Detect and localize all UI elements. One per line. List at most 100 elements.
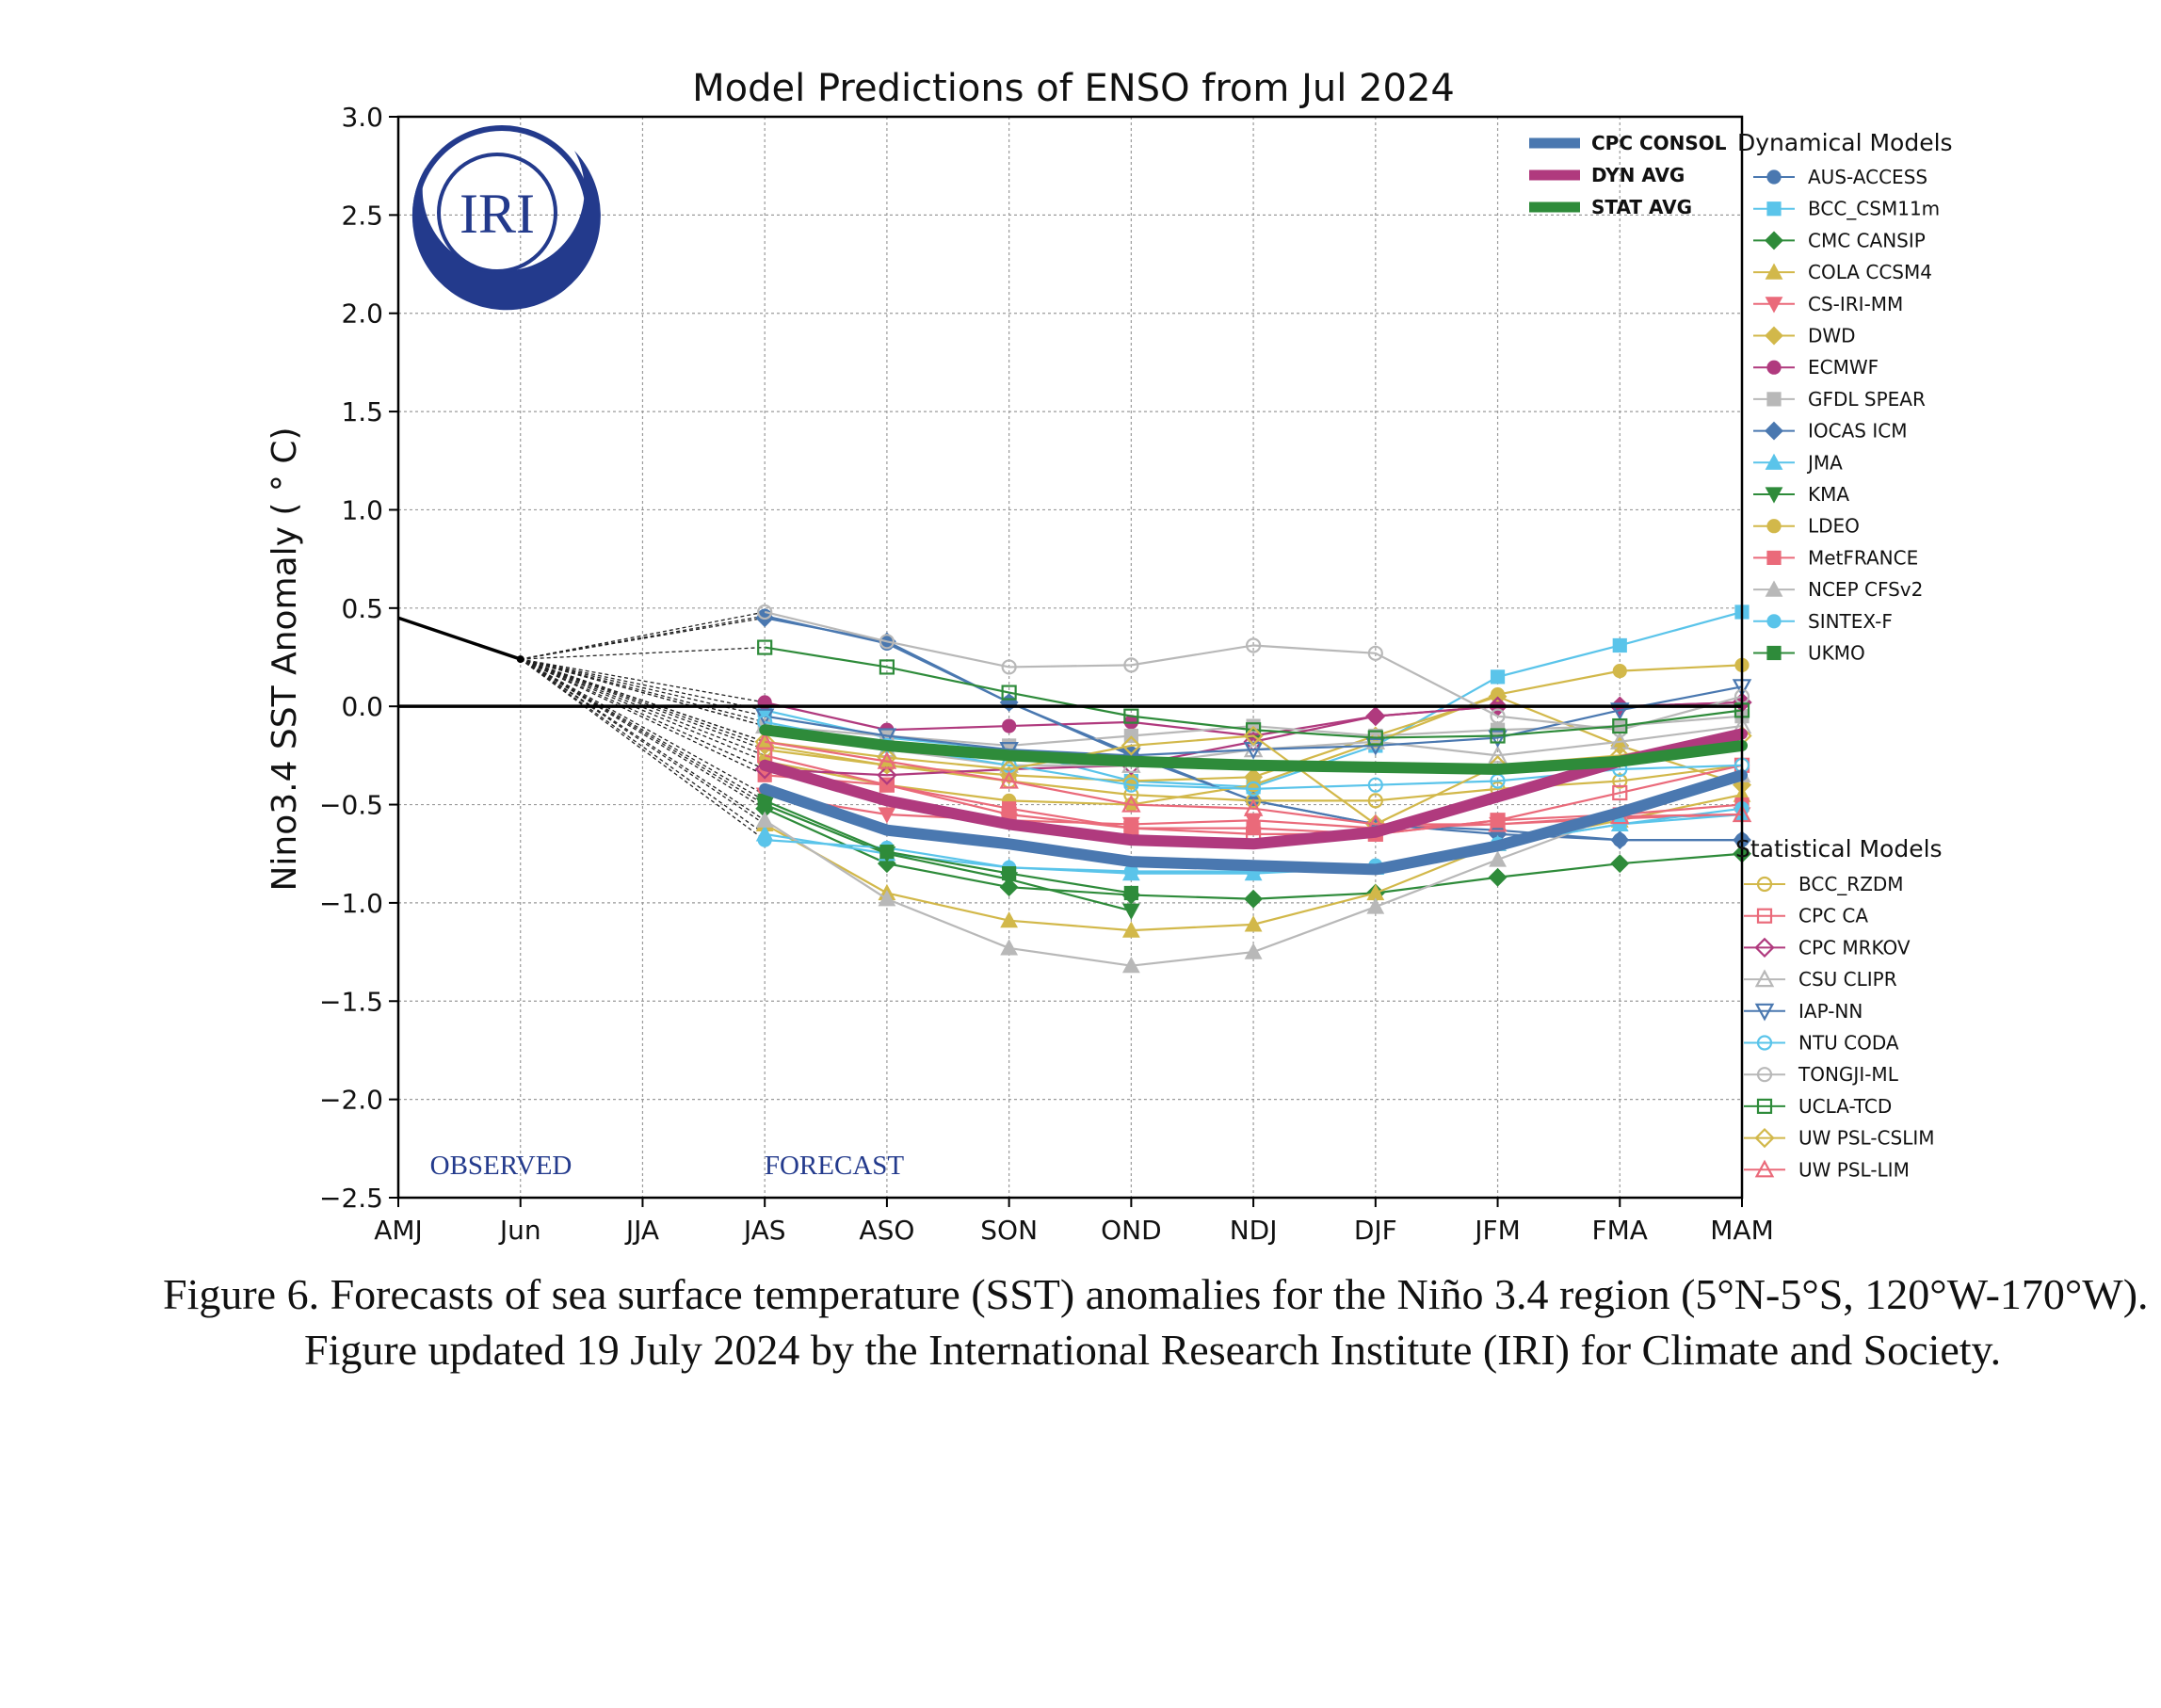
x-tick-label: JAS — [742, 1215, 786, 1246]
series-marker — [877, 750, 897, 769]
series-marker — [755, 811, 774, 828]
series-marker — [878, 807, 896, 824]
series-marker — [878, 890, 896, 907]
legend-marker — [1754, 1003, 1775, 1022]
series-marker — [998, 759, 1020, 780]
series-marker — [1490, 728, 1506, 744]
legend-marker — [1766, 614, 1782, 629]
y-tick-label: −0.5 — [319, 790, 383, 821]
series-marker — [1365, 737, 1386, 756]
series-marker — [1367, 793, 1383, 809]
series-marker — [1001, 685, 1017, 701]
x-tick-label: ASO — [859, 1215, 914, 1246]
series-marker — [1612, 717, 1628, 734]
legend-marker — [1756, 1035, 1773, 1051]
y-tick-label: −1.5 — [319, 986, 383, 1017]
legend-marker — [1754, 937, 1775, 959]
legend-label: CPC CA — [1798, 905, 1868, 927]
x-tick-label: FMA — [1592, 1215, 1648, 1246]
observed-connector — [520, 658, 766, 756]
legend-marker — [1756, 908, 1773, 924]
series-marker — [1123, 885, 1138, 901]
model-series — [520, 604, 1752, 974]
y-tick-label: 1.0 — [341, 494, 383, 525]
legend-title: Statistical Models — [1735, 835, 1943, 862]
legend-marker — [1766, 360, 1782, 375]
legend-marker — [1765, 326, 1783, 346]
legend-label: MetFRANCE — [1808, 546, 1918, 569]
legend-label: BCC_RZDM — [1798, 873, 1904, 895]
series-marker — [1489, 850, 1507, 867]
series-marker — [1365, 705, 1386, 727]
x-tick-label: DJF — [1354, 1215, 1397, 1246]
observed-connector — [520, 658, 766, 723]
series-ukmo — [757, 793, 1138, 901]
observed-connector — [520, 658, 766, 801]
series-marker — [1490, 813, 1506, 829]
y-tick-label: 0.0 — [341, 691, 383, 722]
x-tick-label: SON — [980, 1215, 1038, 1246]
legend-marker — [1754, 1159, 1775, 1178]
legend-marker — [1766, 201, 1782, 217]
legend-marker — [1765, 231, 1783, 250]
series-marker — [1610, 702, 1630, 721]
y-tick-label: 2.5 — [341, 200, 383, 231]
series-marker — [1121, 794, 1141, 813]
x-tick-label: Jun — [498, 1215, 541, 1246]
series-line — [764, 610, 1743, 732]
legend-title: Dynamical Models — [1737, 129, 1953, 156]
series-line — [764, 754, 1743, 835]
series-marker — [877, 747, 897, 768]
legend-label: CPC MRKOV — [1798, 936, 1911, 959]
series-marker — [1123, 787, 1139, 803]
series-marker — [1488, 867, 1508, 887]
axes: 3.0 2.5 2.0 1.5 1.0 0.5 0.0 −0.5 −1.0 −1.5 −2.0 −2.… — [319, 102, 1774, 1246]
series-marker — [877, 765, 897, 785]
series-marker — [879, 634, 895, 650]
legend-label: CPC CONSOL — [1591, 132, 1727, 154]
legend-label: NTU CODA — [1798, 1032, 1899, 1055]
legend-label: SINTEX-F — [1808, 610, 1893, 633]
legend-label: GFDL SPEAR — [1808, 388, 1926, 411]
legend-label: UKMO — [1808, 642, 1865, 665]
series-marker — [1244, 889, 1264, 909]
average-stat-avg — [759, 724, 1748, 775]
legend-label: CSU CLIPR — [1798, 968, 1897, 991]
series-marker — [1612, 664, 1627, 679]
y-axis-label: Nino3.4 SST Anomaly ( ° C) — [266, 427, 304, 891]
observed-connector — [520, 646, 766, 660]
observed-connector — [520, 658, 766, 770]
legend-label: JMA — [1806, 451, 1843, 474]
y-tick-label: −1.0 — [319, 888, 383, 919]
series-marker — [1612, 773, 1628, 789]
series-marker — [1244, 813, 1263, 830]
y-tick-label: 0.5 — [341, 593, 383, 624]
grid — [397, 116, 1743, 1199]
y-tick-label: 1.5 — [341, 396, 383, 427]
observed-connector — [520, 617, 766, 660]
observed-connector — [520, 658, 766, 703]
series-marker — [1245, 781, 1262, 797]
series-marker — [1121, 957, 1140, 974]
y-tick-label: 2.0 — [341, 298, 383, 330]
y-tick-label: −2.0 — [319, 1085, 383, 1116]
observed-connector — [520, 658, 766, 743]
series-marker — [1123, 777, 1139, 793]
series-marker — [1245, 637, 1262, 653]
legend-label: DWD — [1808, 325, 1856, 347]
observed-connector — [520, 658, 766, 796]
legend-label: IAP-NN — [1798, 1000, 1863, 1023]
series-marker — [1243, 798, 1264, 816]
observed-connector — [520, 658, 766, 717]
x-tick-label: MAM — [1710, 1215, 1773, 1246]
legend-label: CMC CANSIP — [1808, 229, 1926, 251]
legend-marker — [1765, 580, 1783, 597]
x-tick-label: OND — [1101, 1215, 1162, 1246]
observed-marker — [516, 655, 524, 664]
forecast-label: FORECAST — [765, 1151, 905, 1181]
series-marker — [1490, 708, 1506, 724]
series-marker — [1001, 659, 1017, 675]
series-marker — [1487, 696, 1508, 717]
series-marker — [1612, 816, 1627, 832]
legend-label: DYN AVG — [1591, 164, 1685, 186]
